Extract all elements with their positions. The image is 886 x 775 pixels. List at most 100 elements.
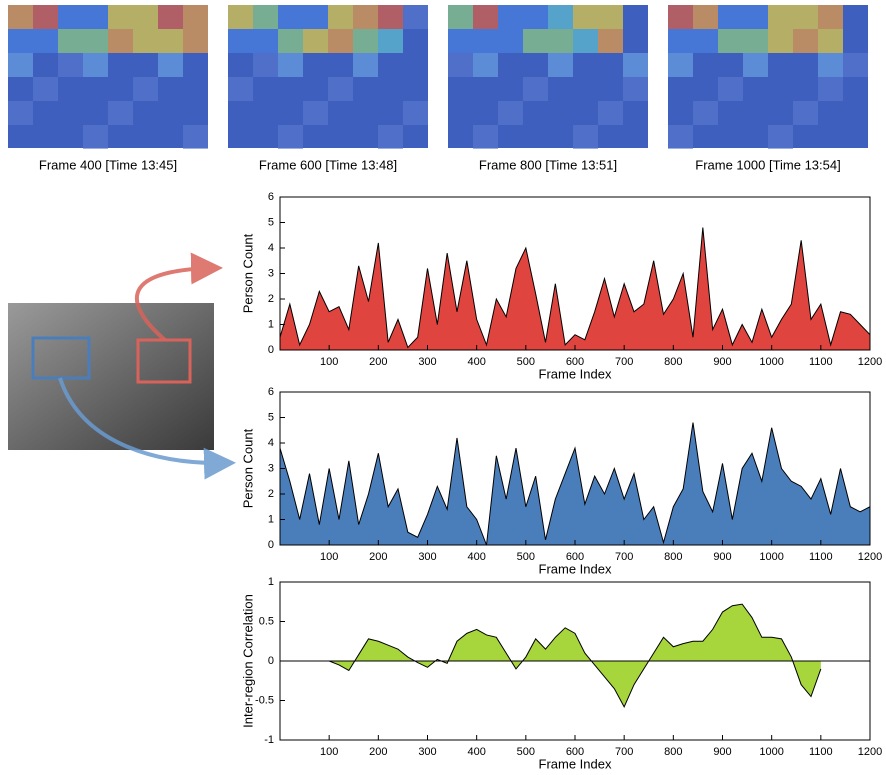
heatmap-cell bbox=[548, 5, 573, 29]
heatmap-cell bbox=[328, 29, 353, 53]
heatmap-cell bbox=[58, 5, 83, 29]
x-tick-label: 100 bbox=[320, 356, 338, 368]
heatmap-cell bbox=[403, 5, 428, 29]
x-axis-label: Frame Index bbox=[539, 366, 612, 381]
y-tick-label: 6 bbox=[268, 386, 274, 398]
heatmap-cell bbox=[183, 29, 208, 53]
heatmap-cell bbox=[83, 125, 108, 149]
heatmap-cell bbox=[623, 77, 648, 101]
heatmap-cell bbox=[303, 29, 328, 53]
y-tick-label: 5 bbox=[268, 216, 274, 228]
heatmap-cell bbox=[498, 29, 523, 53]
y-tick-label: 4 bbox=[268, 242, 274, 254]
heatmap-panels: Frame 400 [Time 13:45] Frame 600 [Time 13… bbox=[8, 5, 868, 172]
heatmap-cell bbox=[668, 5, 693, 29]
heatmap-cell bbox=[793, 5, 818, 29]
x-tick-label: 700 bbox=[615, 551, 633, 563]
x-tick-label: 800 bbox=[664, 551, 682, 563]
heatmap-cell bbox=[278, 125, 303, 149]
x-tick-label: 200 bbox=[369, 746, 387, 758]
x-tick-label: 200 bbox=[369, 551, 387, 563]
heatmap-cell bbox=[58, 29, 83, 53]
heatmap-cell bbox=[303, 5, 328, 29]
heatmap-cell bbox=[378, 5, 403, 29]
heatmap-cell bbox=[573, 5, 598, 29]
heatmap-cell bbox=[353, 53, 378, 77]
heatmap-cell bbox=[693, 29, 718, 53]
heatmap-cell bbox=[83, 53, 108, 77]
y-tick-label: 5 bbox=[268, 411, 274, 423]
x-tick-label: 1100 bbox=[809, 746, 833, 758]
heatmap-cell bbox=[328, 77, 353, 101]
heatmap-cell bbox=[718, 77, 743, 101]
x-tick-label: 300 bbox=[418, 356, 436, 368]
heatmap-cell bbox=[473, 5, 498, 29]
x-tick-label: 800 bbox=[664, 746, 682, 758]
x-tick-label: 100 bbox=[320, 746, 338, 758]
y-tick-label: 6 bbox=[268, 191, 274, 203]
heatmap-cell bbox=[843, 53, 868, 77]
heatmap-cell bbox=[793, 101, 818, 125]
heatmap-cell bbox=[548, 29, 573, 53]
heatmap-cell bbox=[108, 29, 133, 53]
x-tick-label: 1100 bbox=[809, 551, 833, 563]
heatmap-cell bbox=[58, 53, 83, 77]
heatmap-cell bbox=[473, 29, 498, 53]
heatmap-cell bbox=[743, 29, 768, 53]
heatmap-cell bbox=[448, 53, 473, 77]
heatmap-cell bbox=[693, 5, 718, 29]
heatmap-cell bbox=[8, 53, 33, 77]
heatmap-cell bbox=[598, 101, 623, 125]
x-tick-label: 500 bbox=[517, 746, 535, 758]
heatmap-cell bbox=[253, 29, 278, 53]
y-tick-label: 0 bbox=[268, 539, 274, 551]
heatmap-cell bbox=[8, 101, 33, 125]
heatmap-cell bbox=[278, 5, 303, 29]
heatmap-cell bbox=[133, 5, 158, 29]
heatmap-cell bbox=[33, 29, 58, 53]
heatmap-cell bbox=[573, 125, 598, 149]
x-tick-label: 300 bbox=[418, 551, 436, 563]
x-tick-label: 1200 bbox=[858, 551, 882, 563]
x-tick-label: 1200 bbox=[858, 746, 882, 758]
x-tick-label: 800 bbox=[664, 356, 682, 368]
heatmap-cell bbox=[598, 5, 623, 29]
y-tick-label: 0 bbox=[268, 344, 274, 356]
heatmap-cell bbox=[228, 29, 253, 53]
heatmap-cell bbox=[108, 101, 133, 125]
heatmap-cell bbox=[183, 5, 208, 29]
x-axis-label: Frame Index bbox=[539, 756, 612, 770]
x-tick-label: 500 bbox=[517, 356, 535, 368]
y-axis-label: Person Count bbox=[240, 428, 255, 508]
area-line bbox=[279, 227, 871, 349]
y-tick-label: 1 bbox=[268, 318, 274, 330]
x-tick-label: 900 bbox=[713, 356, 731, 368]
heatmap-cell bbox=[133, 77, 158, 101]
frame-caption: Frame 1000 [Time 13:54] bbox=[695, 157, 840, 172]
y-tick-label: 0.5 bbox=[259, 615, 274, 627]
x-tick-label: 600 bbox=[566, 356, 584, 368]
y-axis-label: Person Count bbox=[240, 233, 255, 313]
x-tick-label: 200 bbox=[369, 356, 387, 368]
heatmap-cell bbox=[498, 5, 523, 29]
x-tick-label: 400 bbox=[467, 551, 485, 563]
heatmap-cell bbox=[158, 53, 183, 77]
heatmap-cell bbox=[668, 125, 693, 149]
heatmap-cell bbox=[523, 77, 548, 101]
heatmap-cell bbox=[133, 29, 158, 53]
heatmap-cell bbox=[378, 125, 403, 149]
heatmap-cell bbox=[303, 101, 328, 125]
y-tick-label: 3 bbox=[268, 462, 274, 474]
y-tick-label: 4 bbox=[268, 437, 274, 449]
heatmap-cell bbox=[448, 29, 473, 53]
x-tick-label: 400 bbox=[467, 746, 485, 758]
heatmap-cell bbox=[473, 53, 498, 77]
heatmap-cell bbox=[793, 29, 818, 53]
heatmap-cell bbox=[743, 5, 768, 29]
heatmap-cell bbox=[183, 125, 208, 149]
y-tick-label: 3 bbox=[268, 267, 274, 279]
scene-image bbox=[8, 252, 236, 480]
y-tick-label: 0 bbox=[268, 655, 274, 667]
frame-caption: Frame 400 [Time 13:45] bbox=[39, 157, 177, 172]
